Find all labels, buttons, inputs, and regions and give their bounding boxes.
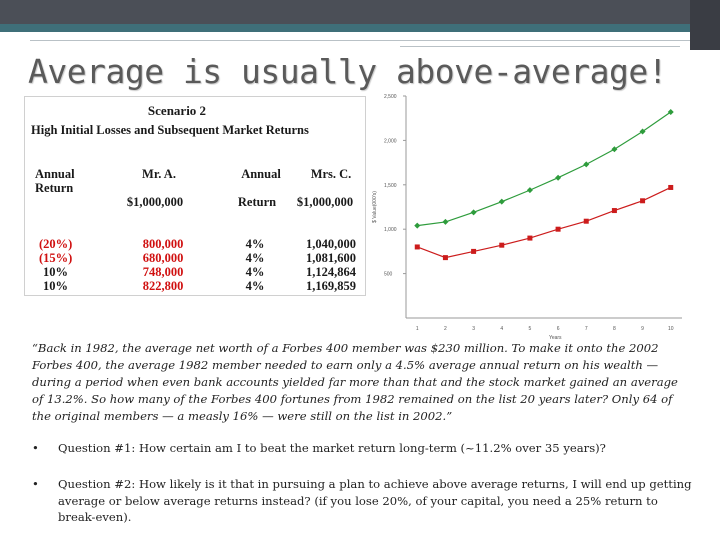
corner-block	[690, 0, 720, 50]
data-point	[668, 184, 674, 190]
data-point	[442, 218, 449, 225]
y-axis-label: $ Value(000's)	[372, 191, 378, 223]
table-subheading: High Initial Losses and Subsequent Marke…	[31, 123, 309, 137]
table-cell: 822,800	[142, 279, 184, 293]
y-tick-label: 1,000	[384, 227, 397, 233]
table-cell: 1,081,600	[306, 251, 356, 265]
x-tick-label: 7	[585, 326, 588, 332]
table-cell: 1,169,859	[306, 279, 356, 293]
col3-header: Return	[237, 195, 277, 209]
col1-header: Return	[35, 181, 74, 195]
data-point	[639, 128, 646, 135]
y-tick-label: 2,000	[384, 138, 397, 144]
table-cell: (20%)	[39, 237, 73, 251]
x-tick-label: 2	[444, 326, 447, 332]
data-point	[611, 208, 617, 214]
data-point	[667, 108, 674, 115]
data-point	[555, 174, 562, 181]
table-heading: Scenario 2	[147, 103, 207, 118]
series-line	[417, 111, 672, 227]
data-point	[583, 161, 590, 168]
table-cell: (15%)	[39, 251, 73, 265]
data-point	[583, 218, 589, 224]
forbes-quote: “Back in 1982, the average net worth of …	[32, 341, 678, 423]
table-cell: 10%	[43, 279, 68, 293]
slide-title: Average is usually above-average!	[28, 52, 668, 91]
table-cell: 748,000	[142, 265, 184, 279]
col3-header: Annual	[241, 167, 281, 181]
x-axis-label: Years	[549, 335, 562, 340]
bullet-text: Question #2: How likely is it that in pu…	[58, 477, 692, 524]
data-point	[499, 242, 505, 248]
x-tick-label: 8	[613, 326, 616, 332]
x-tick-label: 5	[529, 326, 532, 332]
x-tick-label: 1	[416, 326, 419, 332]
x-tick-label: 9	[641, 326, 644, 332]
bullet-marker: •	[32, 477, 39, 491]
accent-stripe	[0, 24, 720, 32]
data-point	[640, 198, 646, 204]
x-tick-label: 6	[557, 326, 560, 332]
table-cell: 10%	[43, 265, 68, 279]
divider-line	[400, 46, 680, 47]
x-tick-label: 4	[500, 326, 503, 332]
y-tick-label: 500	[384, 272, 393, 278]
table-cell: 1,124,864	[306, 265, 356, 279]
data-point	[498, 198, 505, 205]
data-point	[414, 244, 420, 250]
divider-line	[30, 40, 690, 41]
table-cell: 4%	[245, 279, 265, 293]
col4-subheader: $1,000,000	[296, 195, 354, 209]
data-point	[470, 209, 477, 216]
data-point	[555, 226, 561, 232]
table-cell: 4%	[245, 237, 265, 251]
data-point	[526, 187, 533, 194]
table-cell: 680,000	[142, 251, 184, 265]
line-chart: 500 1,000 1,500 2,000 2,500 1 2 3 4 5 6 7 8 9 10 Years $…	[370, 92, 692, 341]
table-cell: 4%	[245, 251, 265, 265]
col2-header: Mr. A.	[142, 167, 176, 181]
col4-header: Mrs. C.	[310, 167, 352, 181]
data-point	[611, 146, 618, 153]
col1-header: Annual	[35, 167, 75, 181]
table-cell: 1,040,000	[306, 237, 356, 251]
data-point	[442, 255, 448, 261]
data-point	[527, 235, 533, 241]
y-tick-label: 2,500	[384, 94, 397, 100]
data-point	[414, 222, 421, 229]
bullet-text: Question #1: How certain am I to beat th…	[58, 441, 606, 455]
x-tick-label: 10	[668, 326, 674, 332]
series-line	[417, 186, 671, 259]
scenario-table: Scenario 2 High Initial Losses and Subse…	[24, 96, 366, 296]
line-chart-svg: 500 1,000 1,500 2,000 2,500 1 2 3 4 5 6 7 8 9 10 Years $…	[372, 94, 682, 341]
table-cell: 4%	[245, 265, 265, 279]
data-point	[471, 248, 477, 254]
bullet-marker: •	[32, 441, 39, 455]
x-tick-label: 3	[472, 326, 475, 332]
table-cell: 800,000	[142, 237, 184, 251]
y-tick-label: 1,500	[384, 183, 397, 189]
col2-subheader: $1,000,000	[126, 195, 184, 209]
top-banner	[0, 0, 720, 24]
